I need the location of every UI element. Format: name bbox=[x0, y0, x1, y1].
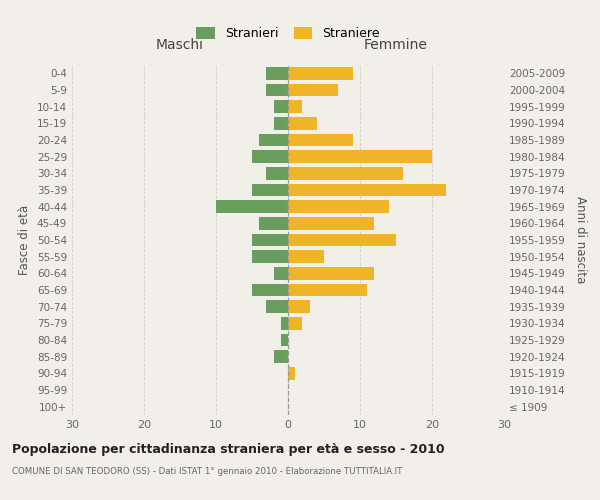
Bar bbox=[288, 317, 302, 330]
Bar bbox=[288, 117, 317, 130]
Bar bbox=[274, 100, 288, 113]
Bar bbox=[252, 234, 288, 246]
Bar bbox=[288, 267, 374, 280]
Bar bbox=[259, 134, 288, 146]
Bar bbox=[288, 84, 338, 96]
Bar bbox=[216, 200, 288, 213]
Bar bbox=[252, 184, 288, 196]
Bar bbox=[252, 250, 288, 263]
Bar bbox=[288, 167, 403, 179]
Bar bbox=[266, 167, 288, 179]
Bar bbox=[274, 267, 288, 280]
Bar bbox=[288, 367, 295, 380]
Bar bbox=[274, 117, 288, 130]
Bar bbox=[274, 350, 288, 363]
Bar bbox=[288, 134, 353, 146]
Bar bbox=[266, 67, 288, 80]
Bar bbox=[281, 317, 288, 330]
Text: Popolazione per cittadinanza straniera per età e sesso - 2010: Popolazione per cittadinanza straniera p… bbox=[12, 442, 445, 456]
Bar bbox=[288, 67, 353, 80]
Bar bbox=[252, 284, 288, 296]
Legend: Stranieri, Straniere: Stranieri, Straniere bbox=[191, 22, 385, 45]
Y-axis label: Fasce di età: Fasce di età bbox=[19, 205, 31, 275]
Bar bbox=[281, 334, 288, 346]
Bar bbox=[288, 184, 446, 196]
Bar bbox=[252, 150, 288, 163]
Bar bbox=[288, 217, 374, 230]
Text: COMUNE DI SAN TEODORO (SS) - Dati ISTAT 1° gennaio 2010 - Elaborazione TUTTITALI: COMUNE DI SAN TEODORO (SS) - Dati ISTAT … bbox=[12, 468, 403, 476]
Bar bbox=[288, 200, 389, 213]
Bar bbox=[266, 84, 288, 96]
Bar bbox=[288, 234, 396, 246]
Bar bbox=[259, 217, 288, 230]
Bar bbox=[288, 284, 367, 296]
Y-axis label: Anni di nascita: Anni di nascita bbox=[574, 196, 587, 284]
Bar bbox=[266, 300, 288, 313]
Bar bbox=[288, 100, 302, 113]
Bar bbox=[288, 300, 310, 313]
Text: Femmine: Femmine bbox=[364, 38, 428, 52]
Text: Maschi: Maschi bbox=[156, 38, 204, 52]
Bar bbox=[288, 250, 324, 263]
Bar bbox=[288, 150, 432, 163]
